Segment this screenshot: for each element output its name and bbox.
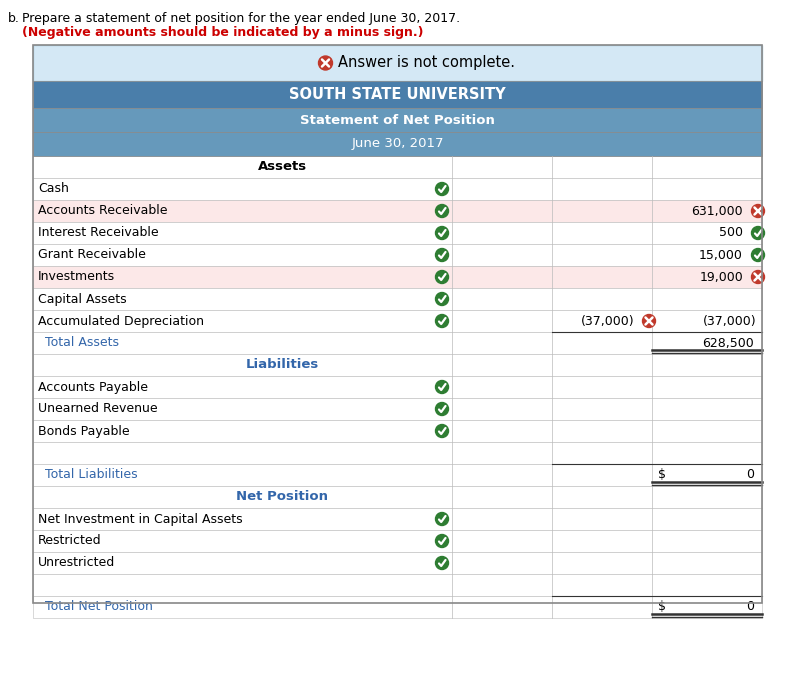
Text: 0: 0 [746,600,754,614]
Circle shape [436,227,448,240]
Bar [33,266,762,288]
Text: Accounts Receivable: Accounts Receivable [38,204,168,218]
Bar [33,222,762,244]
Circle shape [751,204,765,218]
Circle shape [319,56,332,70]
Circle shape [436,183,448,195]
Text: Unearned Revenue: Unearned Revenue [38,402,157,416]
Circle shape [436,270,448,284]
Text: 500: 500 [719,227,743,240]
Bar [33,420,762,442]
Text: Assets: Assets [258,161,307,174]
Text: Total Liabilities: Total Liabilities [45,468,138,482]
Circle shape [436,534,448,548]
Text: Liabilities: Liabilities [246,359,319,372]
Text: b.: b. [8,12,20,25]
Circle shape [436,204,448,218]
Bar [33,574,762,596]
Circle shape [436,293,448,306]
Text: Prepare a statement of net position for the year ended June 30, 2017.: Prepare a statement of net position for … [22,12,460,25]
Bar [33,81,762,108]
Text: 631,000: 631,000 [692,204,743,218]
Text: (Negative amounts should be indicated by a minus sign.): (Negative amounts should be indicated by… [22,26,424,39]
Text: Statement of Net Position: Statement of Net Position [300,113,495,126]
Circle shape [751,249,765,261]
Bar [33,108,762,132]
Bar [33,45,762,603]
Text: $: $ [658,600,666,614]
Bar [33,45,762,81]
Bar [33,178,762,200]
Text: Total Assets: Total Assets [45,336,119,350]
Circle shape [436,557,448,569]
Text: Capital Assets: Capital Assets [38,293,126,306]
Text: Grant Receivable: Grant Receivable [38,249,145,261]
Text: Answer is not complete.: Answer is not complete. [338,56,514,70]
Circle shape [642,315,656,327]
Text: Total Net Position: Total Net Position [45,600,153,614]
Text: 628,500: 628,500 [702,336,754,350]
Bar [33,310,762,332]
Bar [33,398,762,420]
Bar [33,132,762,156]
Text: 15,000: 15,000 [699,249,743,261]
Text: Accumulated Depreciation: Accumulated Depreciation [38,315,204,327]
Circle shape [436,380,448,393]
Text: (37,000): (37,000) [704,315,757,327]
Text: SOUTH STATE UNIVERSITY: SOUTH STATE UNIVERSITY [289,87,506,102]
Bar [33,464,762,486]
Text: Net Position: Net Position [236,491,328,503]
Bar [33,486,762,508]
Bar [33,354,762,376]
Text: June 30, 2017: June 30, 2017 [351,138,444,151]
Text: 19,000: 19,000 [700,270,743,284]
Text: Interest Receivable: Interest Receivable [38,227,159,240]
Text: Investments: Investments [38,270,115,284]
Text: Net Investment in Capital Assets: Net Investment in Capital Assets [38,512,242,525]
Text: Bonds Payable: Bonds Payable [38,425,130,437]
Bar [33,332,762,354]
Circle shape [436,402,448,416]
Text: (37,000): (37,000) [580,315,634,327]
Text: Restricted: Restricted [38,534,102,548]
Bar [33,200,762,222]
Bar [33,244,762,266]
Circle shape [436,425,448,437]
Bar [33,376,762,398]
Circle shape [436,249,448,261]
Circle shape [751,227,765,240]
Circle shape [436,512,448,525]
Bar [33,156,762,178]
Text: $: $ [658,468,666,482]
Bar [33,530,762,552]
Text: Cash: Cash [38,183,69,195]
Bar [33,596,762,618]
Bar [33,552,762,574]
Circle shape [751,270,765,284]
Text: Accounts Payable: Accounts Payable [38,380,148,393]
Bar [33,442,762,464]
Text: Unrestricted: Unrestricted [38,557,115,569]
Bar [33,288,762,310]
Text: 0: 0 [746,468,754,482]
Bar [33,508,762,530]
Circle shape [436,315,448,327]
